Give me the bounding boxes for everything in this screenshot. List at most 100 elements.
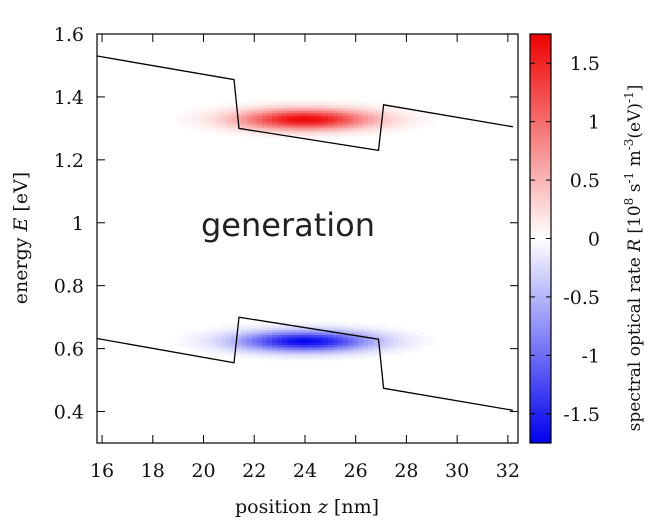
heatmap-cell-0 <box>221 130 227 134</box>
heatmap-cell-0 <box>216 127 222 131</box>
heatmap-cell-0 <box>231 105 238 109</box>
heatmap-cell-0 <box>312 105 319 109</box>
heatmap-cell-1 <box>282 344 288 348</box>
heatmap-cell-0 <box>246 117 253 121</box>
heatmap-cell-0 <box>343 115 349 119</box>
heatmap-cell-0 <box>368 127 375 131</box>
y-tick-label: 0.8 <box>54 276 84 298</box>
heatmap-cell-1 <box>287 342 293 346</box>
heatmap-cell-1 <box>266 342 273 346</box>
heatmap-cell-0 <box>307 127 314 131</box>
heatmap-cell-0 <box>312 112 319 116</box>
heatmap-cell-0 <box>216 130 222 134</box>
heatmap-cell-0 <box>302 127 309 131</box>
heatmap-cell-1 <box>378 349 385 353</box>
heatmap-cell-1 <box>271 336 278 341</box>
heatmap-cell-1 <box>287 329 293 333</box>
x-tick-label: 30 <box>445 460 469 482</box>
heatmap-cell-0 <box>312 135 319 139</box>
heatmap-cell-0 <box>302 100 309 104</box>
heatmap-cell-1 <box>373 354 380 358</box>
heatmap-cell-1 <box>343 336 349 341</box>
heatmap-cell-1 <box>332 347 339 351</box>
heatmap-cell-0 <box>327 110 334 114</box>
y-axis-ticks: 0.4 0.6 0.8 1 1.2 1.4 1.6 <box>54 24 518 424</box>
heatmap-cell-1 <box>251 349 258 353</box>
heatmap-cell-1 <box>363 354 369 358</box>
heatmap-cell-1 <box>322 347 329 351</box>
heatmap-cell-1 <box>414 344 420 348</box>
heatmap-cell-1 <box>398 352 405 356</box>
heatmap-cell-0 <box>322 105 329 109</box>
heatmap-cell-0 <box>282 125 288 129</box>
heatmap-cell-1 <box>358 357 364 361</box>
heatmap-cell-1 <box>297 336 304 341</box>
heatmap-cell-0 <box>251 130 258 134</box>
heatmap-cell-1 <box>419 344 425 348</box>
heatmap-cell-0 <box>246 110 253 114</box>
heatmap-cell-1 <box>206 349 212 353</box>
heatmap-cell-1 <box>297 331 304 336</box>
heatmap-cell-0 <box>200 110 207 114</box>
heatmap-cell-0 <box>297 117 304 121</box>
heatmap-cell-0 <box>353 117 359 121</box>
heatmap-cell-0 <box>332 125 339 129</box>
heatmap-cell-0 <box>312 110 319 114</box>
heatmap-cell-0 <box>266 102 273 106</box>
heatmap-cell-1 <box>200 336 207 341</box>
heatmap-cell-0 <box>256 135 263 139</box>
heatmap-cell-1 <box>353 357 359 361</box>
heatmap-cell-0 <box>322 127 329 131</box>
heatmap-cell-0 <box>246 100 253 104</box>
heatmap-cell-1 <box>221 329 227 333</box>
heatmap-cell-0 <box>307 107 314 111</box>
heatmap-cell-1 <box>246 326 253 331</box>
heatmap-cell-0 <box>226 107 233 111</box>
heatmap-cell-0 <box>337 105 344 109</box>
heatmap-cell-1 <box>343 329 349 333</box>
heatmap-cell-1 <box>393 329 400 333</box>
heatmap-cell-1 <box>327 357 334 361</box>
heatmap-cell-1 <box>408 329 415 333</box>
heatmap-cell-0 <box>251 100 258 104</box>
heatmap-cell-0 <box>343 117 349 121</box>
heatmap-cell-0 <box>251 115 258 119</box>
heatmap-cell-0 <box>211 115 217 119</box>
heatmap-cell-0 <box>226 117 233 121</box>
heatmap-cell-1 <box>266 326 273 331</box>
heatmap-cell-0 <box>261 135 268 139</box>
heatmap-cell-0 <box>302 112 309 116</box>
heatmap-cell-0 <box>190 112 197 116</box>
heatmap-cell-0 <box>226 115 233 119</box>
heatmap-cell-0 <box>337 120 344 124</box>
heatmap-cell-1 <box>297 334 304 338</box>
heatmap-cell-0 <box>312 125 319 129</box>
heatmap-cell-0 <box>236 112 243 116</box>
heatmap-cell-1 <box>337 344 344 348</box>
heatmap-cell-1 <box>302 326 309 331</box>
heatmap-cell-0 <box>373 112 380 116</box>
heatmap-cell-0 <box>368 130 375 134</box>
heatmap-cell-0 <box>322 110 329 114</box>
heatmap-cell-0 <box>327 112 334 116</box>
heatmap-cell-1 <box>271 329 278 333</box>
heatmap-cell-0 <box>353 122 359 126</box>
heatmap-cell-1 <box>414 331 420 336</box>
heatmap-cell-1 <box>414 349 420 353</box>
heatmap-cell-1 <box>195 331 202 336</box>
heatmap-cell-0 <box>414 125 420 129</box>
heatmap-cell-0 <box>403 125 410 129</box>
heatmap-cell-1 <box>312 336 319 341</box>
heatmap-cell-0 <box>175 117 182 121</box>
heatmap-cell-0 <box>398 127 405 131</box>
heatmap-cell-1 <box>231 342 238 346</box>
heatmap-cell-0 <box>408 120 415 124</box>
heatmap-cell-1 <box>332 349 339 353</box>
heatmap-cell-0 <box>393 130 400 134</box>
heatmap-cell-1 <box>180 339 187 343</box>
heatmap-cell-0 <box>348 122 354 126</box>
heatmap-cell-1 <box>348 357 354 361</box>
heatmap-cell-0 <box>195 110 202 114</box>
heatmap-cell-1 <box>424 342 430 346</box>
heatmap-cell-1 <box>302 352 309 356</box>
